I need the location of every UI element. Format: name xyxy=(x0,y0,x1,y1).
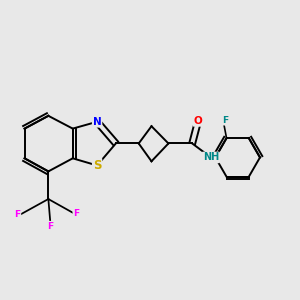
Text: F: F xyxy=(14,210,20,219)
Text: N: N xyxy=(93,117,101,127)
Text: NH: NH xyxy=(203,152,219,162)
Text: F: F xyxy=(73,208,80,217)
Text: S: S xyxy=(93,159,101,172)
Text: O: O xyxy=(194,116,203,126)
Text: F: F xyxy=(222,116,228,125)
Text: F: F xyxy=(47,222,53,231)
